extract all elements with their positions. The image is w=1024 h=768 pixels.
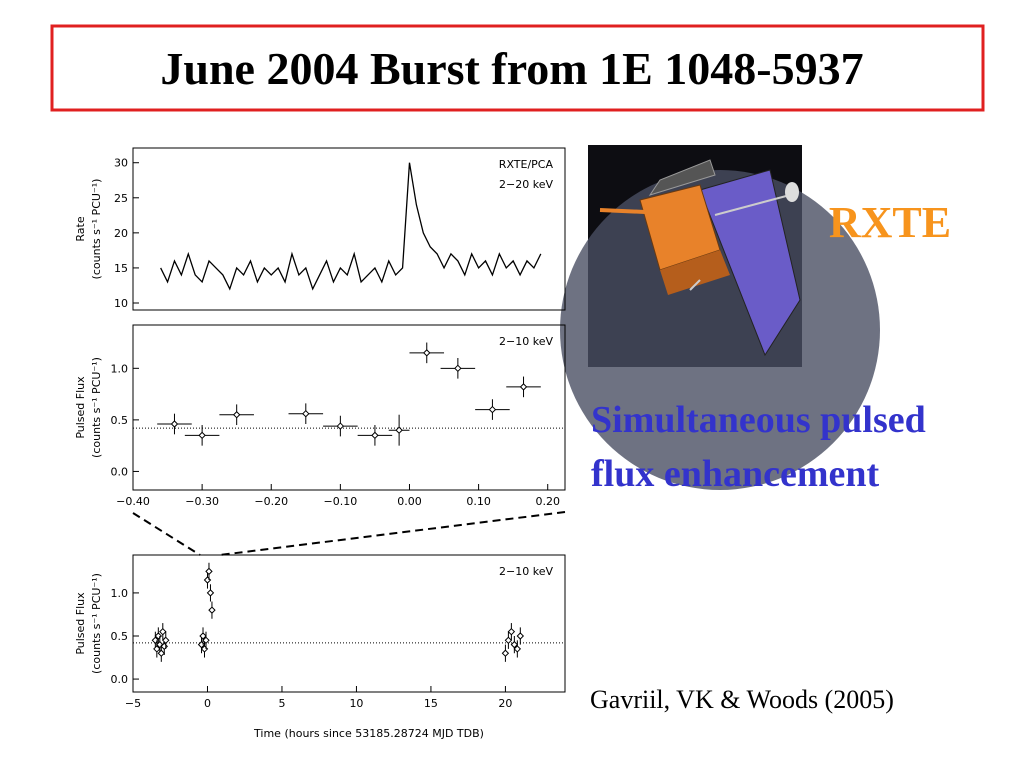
x-tick-label: −0.20 <box>254 495 288 508</box>
data-point <box>170 420 179 428</box>
y-tick-label: 0.5 <box>111 414 129 427</box>
data-point <box>513 645 522 653</box>
data-point <box>232 411 241 419</box>
data-point <box>302 409 310 418</box>
y-axis-label: Pulsed Flux <box>74 376 87 439</box>
data-point <box>516 632 525 640</box>
x-tick-label: 15 <box>424 697 438 710</box>
data-point <box>157 649 166 657</box>
y-tick-label: 20 <box>114 227 128 240</box>
annotation: 2−10 keV <box>499 565 553 578</box>
data-point <box>519 383 528 391</box>
annotation: RXTE/PCA <box>499 158 554 171</box>
data-point <box>423 349 431 357</box>
data-point <box>202 636 210 645</box>
data-point <box>208 606 216 614</box>
y-tick-label: 0.0 <box>111 673 129 686</box>
satellite-image <box>560 145 880 490</box>
y-tick-label: 25 <box>114 192 128 205</box>
data-point <box>199 632 207 640</box>
data-point <box>151 636 160 645</box>
plot-frame <box>132 147 566 311</box>
data-point <box>162 636 170 645</box>
annotation: 2−20 keV <box>499 178 553 191</box>
finding-line: flux enhancement <box>591 453 880 495</box>
x-tick-label: −0.10 <box>324 495 358 508</box>
y-axis-label: (counts s⁻¹ PCU⁻¹) <box>90 357 103 458</box>
y-tick-label: 0.0 <box>111 465 129 478</box>
x-tick-label: 0.00 <box>397 495 422 508</box>
data-point <box>156 640 164 649</box>
y-axis-label: Pulsed Flux <box>74 592 87 655</box>
data-point <box>154 632 163 640</box>
zoom-line <box>219 511 566 556</box>
light-curve <box>160 162 542 291</box>
y-tick-label: 1.0 <box>111 587 129 600</box>
x-tick-label: 20 <box>498 697 512 710</box>
data-point <box>507 627 516 636</box>
x-tick-label: −5 <box>125 697 141 710</box>
zoom-line <box>132 512 201 556</box>
x-tick-label: 10 <box>349 697 363 710</box>
data-point <box>501 649 510 657</box>
satellite-label: RXTE <box>829 198 951 247</box>
data-point <box>206 589 215 597</box>
y-tick-label: 10 <box>114 297 128 310</box>
citation: Gavriil, VK & Woods (2005) <box>590 685 894 714</box>
data-point <box>159 627 167 636</box>
data-point <box>205 567 213 576</box>
data-point <box>336 422 345 430</box>
data-point <box>454 364 462 373</box>
annotation: 2−10 keV <box>499 335 553 348</box>
x-tick-label: −0.40 <box>116 495 150 508</box>
finding-line: Simultaneous pulsed <box>591 399 926 441</box>
data-point <box>488 405 497 414</box>
y-tick-label: 30 <box>114 157 128 170</box>
data-point <box>504 636 513 645</box>
x-tick-label: 0.10 <box>466 495 491 508</box>
y-axis-label: Rate <box>74 216 87 241</box>
title-box <box>50 24 985 112</box>
y-tick-label: 15 <box>114 262 128 275</box>
x-tick-label: 0.20 <box>535 495 560 508</box>
data-point <box>395 426 403 434</box>
data-point <box>203 576 212 584</box>
data-point <box>198 431 206 440</box>
x-tick-label: 0 <box>204 697 211 710</box>
plot-frame <box>132 554 566 693</box>
y-tick-label: 0.5 <box>111 630 129 643</box>
y-axis-label: (counts s⁻¹ PCU⁻¹) <box>90 179 103 280</box>
data-point <box>510 640 519 649</box>
x-tick-label: 5 <box>278 697 285 710</box>
data-point <box>371 431 379 440</box>
x-axis-label: Time (hours since 53185.28724 MJD TDB) <box>253 727 484 740</box>
data-point <box>153 645 161 653</box>
x-tick-label: −0.30 <box>185 495 219 508</box>
y-axis-label: (counts s⁻¹ PCU⁻¹) <box>90 573 103 674</box>
y-tick-label: 1.0 <box>111 362 129 375</box>
slide-title: June 2004 Burst from 1E 1048-5937 <box>160 43 863 94</box>
plot-frame <box>132 324 566 491</box>
